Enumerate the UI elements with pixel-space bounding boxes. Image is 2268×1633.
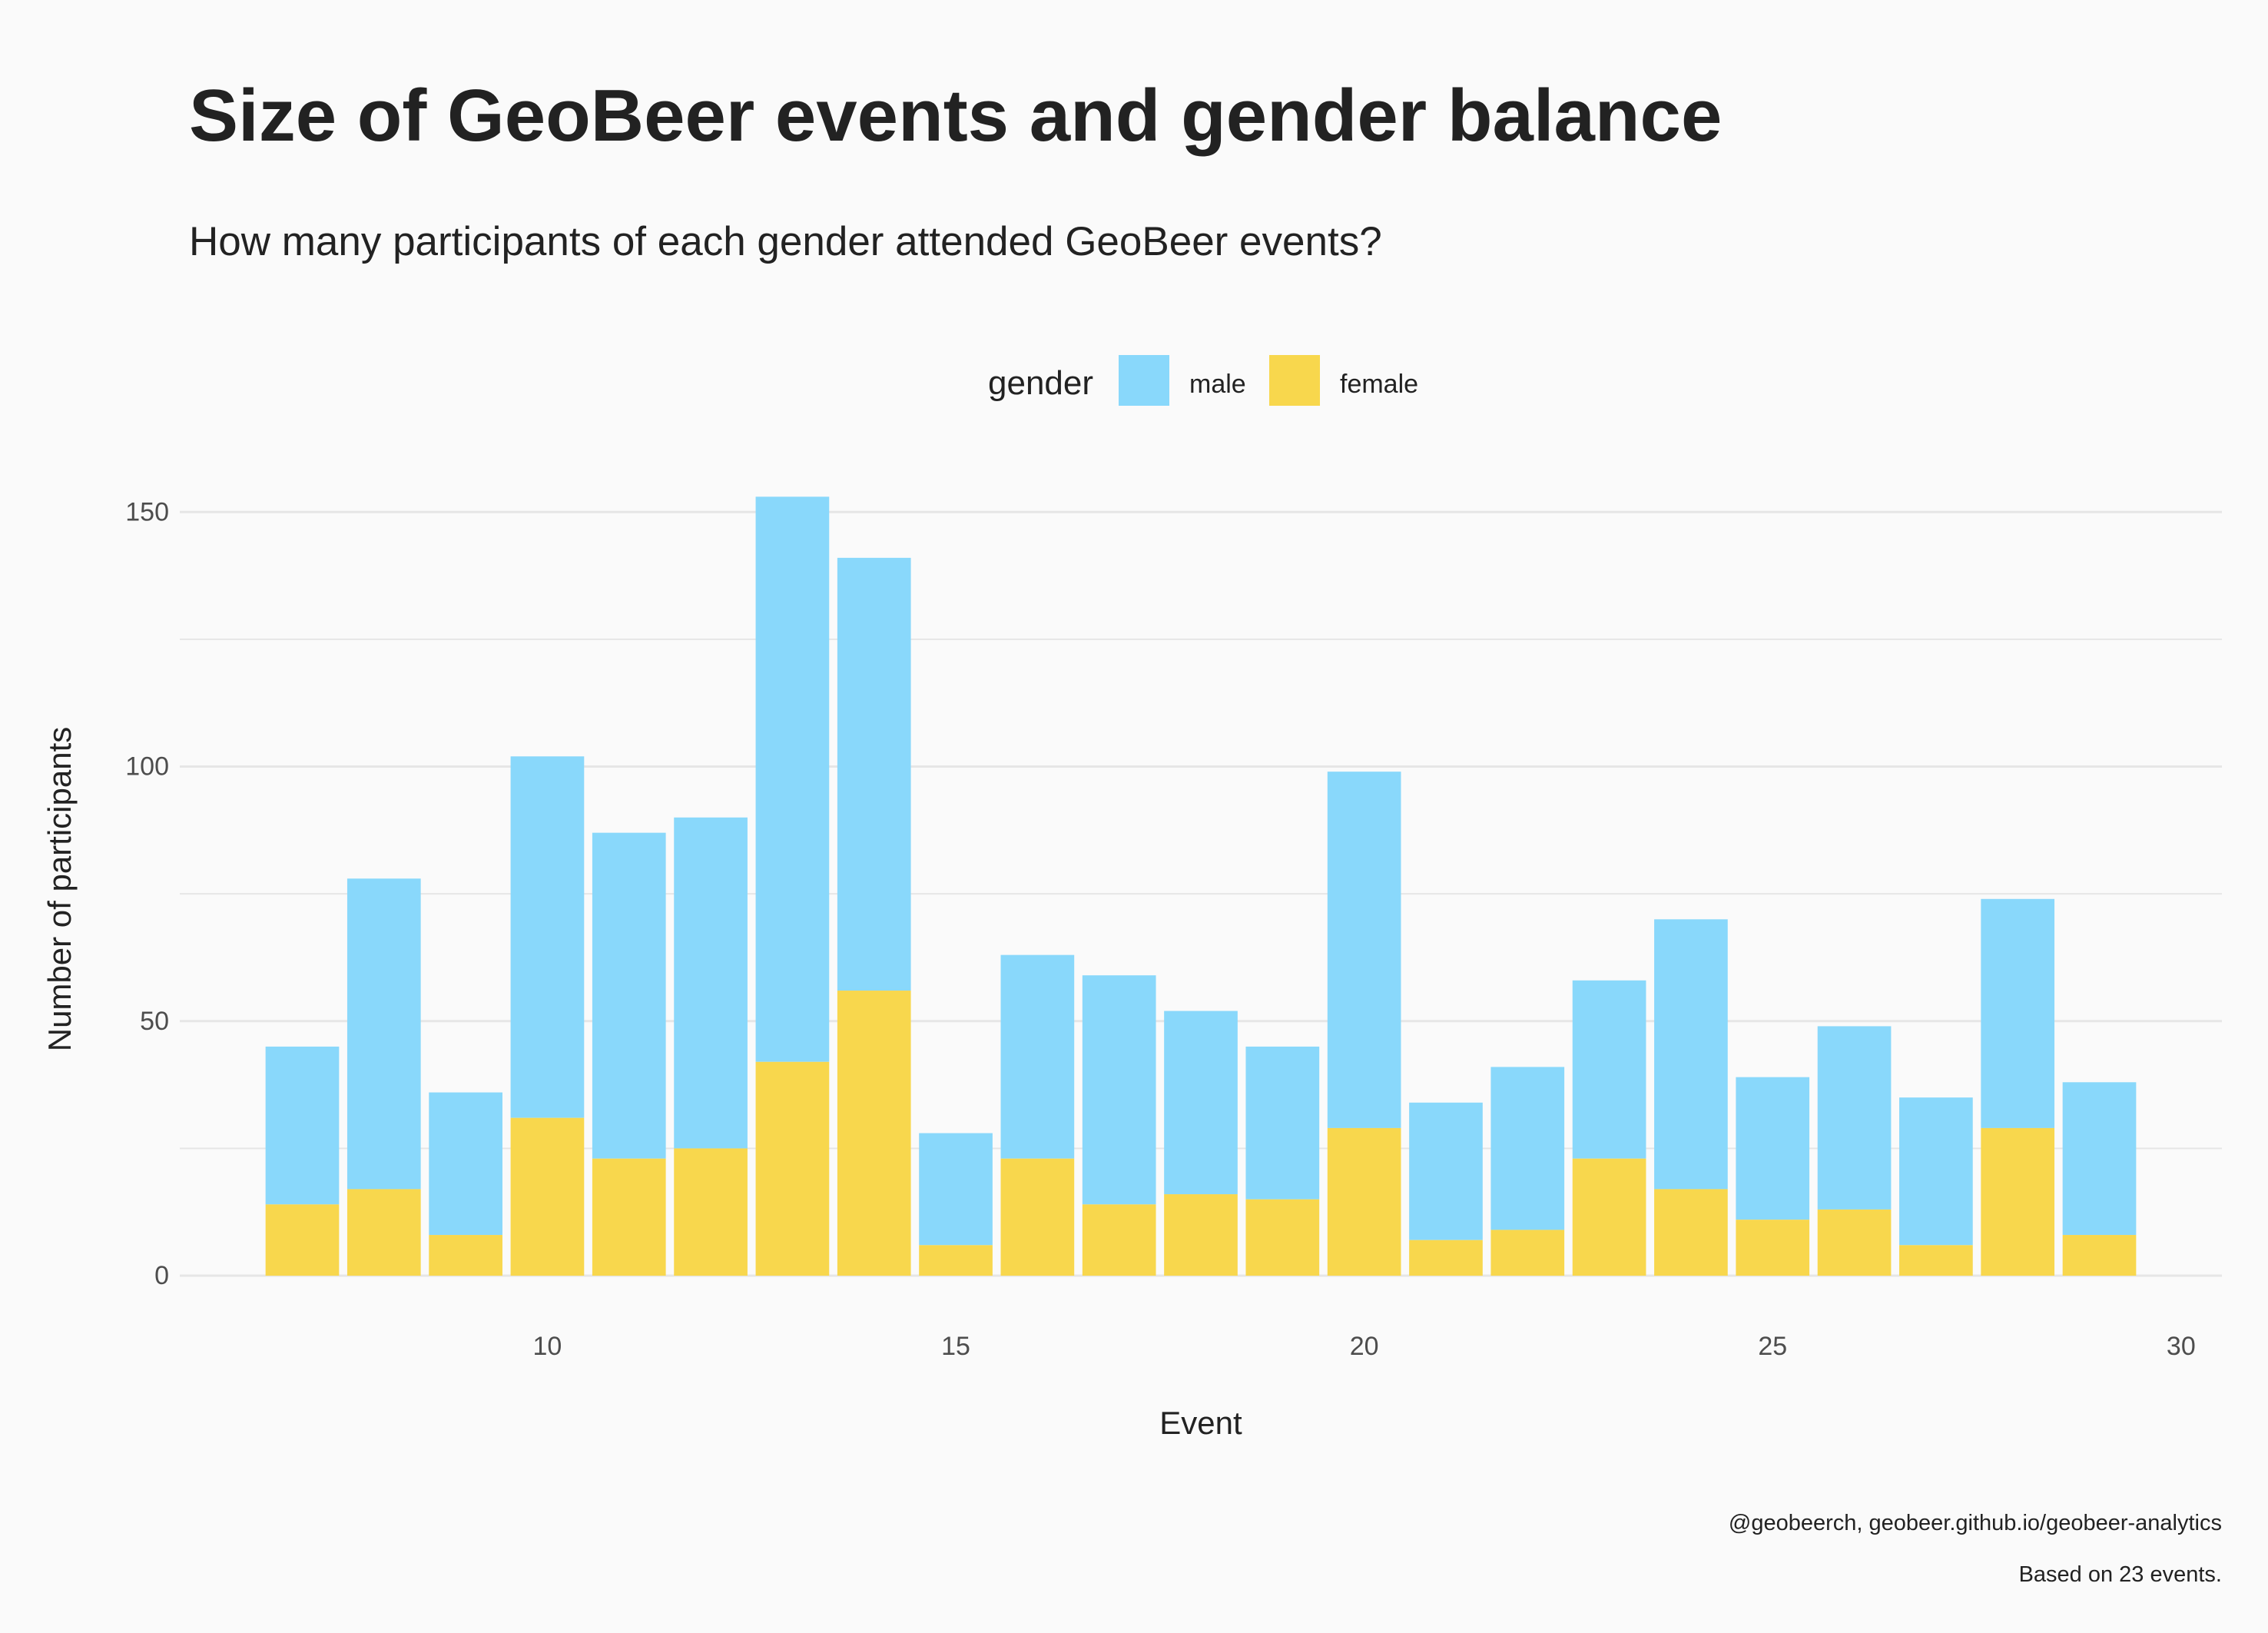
- y-tick-label: 0: [154, 1261, 169, 1290]
- bar-female: [1817, 1209, 1892, 1276]
- legend-label-male: male: [1189, 370, 1246, 399]
- bar-female: [510, 1117, 585, 1276]
- bar-male: [1245, 1046, 1320, 1200]
- y-axis-title: Number of participants: [41, 727, 78, 1052]
- y-tick-label: 100: [125, 752, 169, 782]
- bar-female: [1899, 1245, 1973, 1276]
- bar-female: [1245, 1199, 1320, 1276]
- bar-male: [1000, 954, 1075, 1159]
- bar-male: [510, 756, 585, 1118]
- caption-note: Based on 23 events.: [2018, 1562, 2222, 1587]
- bar-male: [1654, 919, 1728, 1190]
- bar-female: [1572, 1158, 1646, 1276]
- bar-male: [674, 817, 748, 1149]
- chart-title: Size of GeoBeer events and gender balanc…: [189, 75, 1723, 157]
- bars: [265, 496, 2137, 1276]
- bar-male: [1736, 1077, 1810, 1220]
- bar-female: [2062, 1235, 2137, 1276]
- bar-female: [592, 1158, 666, 1276]
- x-tick-label: 25: [1758, 1332, 1787, 1361]
- legend-title: gender: [988, 364, 1093, 402]
- bar-female: [1082, 1204, 1156, 1276]
- legend-swatch-female: [1269, 355, 1320, 406]
- caption-source: @geobeerch, geobeer.github.io/geobeer-an…: [1728, 1511, 2222, 1535]
- bar-female: [837, 991, 911, 1276]
- x-tick-label: 30: [2167, 1332, 2196, 1361]
- bar-male: [1490, 1067, 1565, 1230]
- bar-female: [919, 1245, 993, 1276]
- bar-female: [1327, 1127, 1401, 1276]
- legend: gender male female: [988, 355, 1418, 406]
- bar-male: [1082, 975, 1156, 1205]
- bar-male: [1164, 1011, 1238, 1195]
- bar-male: [919, 1133, 993, 1246]
- bar-female: [265, 1204, 340, 1276]
- bar-female: [1409, 1240, 1483, 1276]
- x-tick-label: 15: [941, 1332, 970, 1361]
- bar-male: [265, 1046, 340, 1205]
- x-tick-label: 20: [1350, 1332, 1379, 1361]
- bar-female: [1736, 1220, 1810, 1276]
- bar-female: [1490, 1230, 1565, 1276]
- bar-male: [1981, 898, 2055, 1128]
- chart-subtitle: How many participants of each gender att…: [189, 219, 1382, 264]
- bar-male: [2062, 1082, 2137, 1236]
- bar-female: [1164, 1194, 1238, 1276]
- bar-male: [1409, 1102, 1483, 1240]
- bar-male: [429, 1092, 502, 1236]
- y-tick-label: 150: [125, 497, 169, 526]
- x-axis-title: Event: [1159, 1405, 1242, 1441]
- bar-female: [755, 1061, 830, 1276]
- bar-male: [1572, 980, 1646, 1159]
- bar-male: [346, 878, 421, 1190]
- legend-swatch-male: [1119, 355, 1169, 406]
- legend-label-female: female: [1340, 370, 1418, 399]
- bar-female: [346, 1189, 421, 1276]
- bar-male: [1327, 772, 1401, 1128]
- bar-male: [1817, 1026, 1892, 1210]
- bar-female: [1000, 1158, 1075, 1276]
- bar-male: [1899, 1097, 1973, 1246]
- bar-female: [674, 1148, 748, 1276]
- bar-female: [1981, 1127, 2055, 1276]
- bar-male: [837, 557, 911, 991]
- bar-male: [592, 832, 666, 1159]
- x-tick-label: 10: [533, 1332, 562, 1361]
- bar-male: [755, 496, 830, 1062]
- bar-female: [429, 1235, 502, 1276]
- y-tick-label: 50: [140, 1007, 169, 1036]
- bar-female: [1654, 1189, 1728, 1276]
